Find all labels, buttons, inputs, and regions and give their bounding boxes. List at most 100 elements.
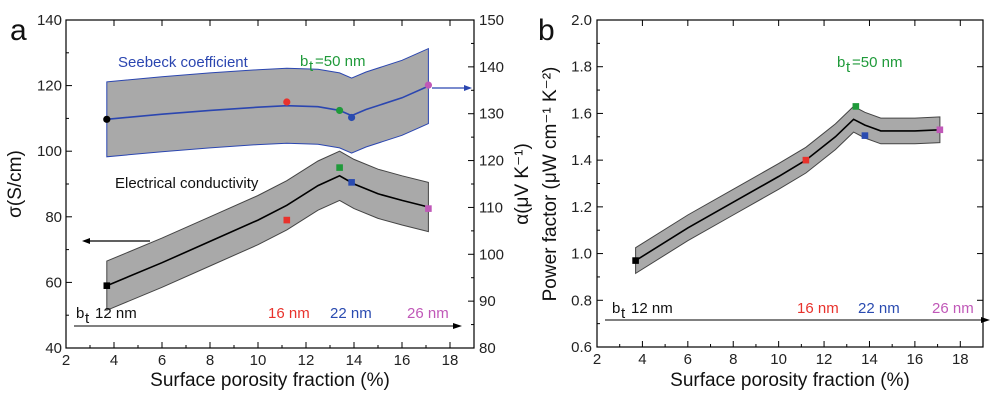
panel-b-band <box>635 105 941 275</box>
a-xtick-label-6: 14 <box>346 352 363 369</box>
thickness-labels-b: b t 12 nm 16 nm 22 nm 26 nm <box>612 300 974 322</box>
seebeck-point-4 <box>424 81 432 89</box>
seebeck-point-3 <box>348 113 356 122</box>
b-xtick-label-4: 10 <box>770 351 787 368</box>
thickness-labels-a: b t 12 nm 16 nm 22 nm 26 nm <box>76 305 449 327</box>
panel-b-curve <box>635 118 940 262</box>
b-xtick-label-5: 12 <box>816 351 833 368</box>
conductivity-label: Electrical conductivity <box>115 175 259 192</box>
thick-bt-sub-a: t <box>85 310 90 327</box>
thickness-arrowhead-b <box>981 317 990 323</box>
bt50-sub-b: t <box>846 59 851 76</box>
panel-a-y-right-ticks: 80 90 100 110 120 130 140 150 <box>468 12 504 357</box>
a-ytick-left-label-2: 80 <box>45 209 62 226</box>
b-xtick-label-3: 8 <box>729 351 737 368</box>
curve-conductivity <box>106 174 429 287</box>
thick-22-b: 22 nm <box>858 300 900 317</box>
panel-a-points <box>103 81 432 289</box>
b-ytick-label-3: 1.2 <box>571 199 592 216</box>
right-axis-arrowhead <box>464 85 472 91</box>
panel-a-bands <box>106 47 429 312</box>
b-ytick-label-4: 1.4 <box>571 152 592 169</box>
b-ytick-label-7: 2.0 <box>571 12 592 29</box>
b-xtick-label-6: 14 <box>861 351 878 368</box>
bt50-annotation-a: b t =50 nm <box>300 53 365 75</box>
conductivity-point-1 <box>283 216 291 224</box>
b-xtick-label-1: 4 <box>638 351 646 368</box>
b-ytick-label-6: 1.8 <box>571 59 592 76</box>
b-xtick-label-0: 2 <box>593 351 601 368</box>
thick-26-b: 26 nm <box>932 300 974 317</box>
bt50-b-a: b <box>300 53 308 70</box>
panel-a-y-right-label: α(μV K⁻¹) <box>512 143 533 225</box>
panel-b-y-label: Power factor (μW cm⁻¹ K⁻²) <box>540 67 561 302</box>
panel-a-x-ticks: 2 4 6 8 10 12 14 16 18 <box>62 20 459 369</box>
b-ytick-label-2: 1.0 <box>571 246 592 263</box>
a-ytick-right-label-3: 110 <box>479 199 503 216</box>
panel-a-y-left-ticks: 40 60 80 100 120 140 <box>37 12 72 357</box>
a-ytick-right-label-1: 90 <box>479 293 496 310</box>
panel-b-points <box>632 103 944 264</box>
a-ytick-left-label-1: 60 <box>45 274 62 291</box>
power-factor-point-1 <box>802 156 810 164</box>
a-xtick-label-2: 6 <box>158 352 166 369</box>
thick-12-a: 12 nm <box>95 305 137 322</box>
bt50-value-a: =50 nm <box>315 53 365 70</box>
bt50-annotation-b: b t =50 nm <box>837 54 902 76</box>
b-ytick-label-1: 0.8 <box>571 292 592 309</box>
b-xtick-label-2: 6 <box>684 351 692 368</box>
panel-b-y-ticks: 0.6 0.8 1.0 1.2 1.4 1.6 1.8 2.0 <box>571 12 983 356</box>
band-power-factor <box>635 105 941 275</box>
seebeck-label: Seebeck coefficient <box>118 54 249 71</box>
panel-b: b 2 4 6 8 10 12 14 16 18 0.6 0.8 1.0 1.2 1.4 1.6 1.8 2.… <box>538 12 990 391</box>
thick-12-b: 12 nm <box>631 300 673 317</box>
panel-a-y-left-label: σ(S/cm) <box>5 150 26 218</box>
panel-b-label: b <box>538 14 555 47</box>
bt50-value-b: =50 nm <box>852 54 902 71</box>
seebeck-point-0 <box>103 115 111 123</box>
conductivity-point-3 <box>348 179 355 186</box>
a-xtick-label-3: 8 <box>206 352 214 369</box>
a-xtick-label-8: 18 <box>442 352 459 369</box>
a-ytick-right-label-6: 140 <box>479 59 504 76</box>
conductivity-point-0 <box>103 282 111 289</box>
seebeck-point-1 <box>283 98 291 106</box>
panel-b-x-axis-label: Surface porosity fraction (%) <box>670 370 910 391</box>
a-xtick-label-5: 12 <box>298 352 315 369</box>
bt50-b-b: b <box>837 54 845 71</box>
panel-a-label: a <box>10 14 27 47</box>
a-ytick-right-label-0: 80 <box>479 340 496 357</box>
seebeck-point-2 <box>336 106 344 115</box>
conductivity-point-2 <box>336 164 343 171</box>
band-seebeck <box>106 47 429 158</box>
b-xtick-label-8: 18 <box>952 351 969 368</box>
b-ytick-label-5: 1.6 <box>571 105 592 122</box>
b-xtick-label-7: 16 <box>907 351 924 368</box>
a-ytick-left-label-5: 140 <box>37 12 62 29</box>
power-factor-point-4 <box>936 126 944 134</box>
thick-bt-a: b <box>76 305 84 322</box>
panel-a-x-axis-label: Surface porosity fraction (%) <box>150 370 390 391</box>
curve-seebeck <box>106 85 429 121</box>
thickness-arrowhead-a <box>453 323 462 329</box>
b-ytick-label-0: 0.6 <box>571 339 592 356</box>
power-factor-point-0 <box>632 257 639 264</box>
power-factor-point-2 <box>852 103 860 110</box>
a-xtick-label-0: 2 <box>62 352 70 369</box>
a-xtick-label-1: 4 <box>110 352 118 369</box>
conductivity-point-4 <box>425 205 432 212</box>
panel-a: a 2 4 6 8 10 12 14 16 18 40 60 80 100 120 140 80 90 100… <box>5 12 533 391</box>
panel-b-frame <box>596 19 984 348</box>
thick-22-a: 22 nm <box>330 305 372 322</box>
thick-bt-sub-b: t <box>621 305 626 322</box>
thick-26-a: 26 nm <box>407 305 449 322</box>
power-factor-point-3 <box>861 132 869 139</box>
a-ytick-right-label-4: 120 <box>479 153 504 170</box>
a-ytick-left-label-0: 40 <box>45 340 62 357</box>
panel-b-x-ticks: 2 4 6 8 10 12 14 16 18 <box>593 20 969 368</box>
a-ytick-left-label-3: 100 <box>37 143 62 160</box>
a-xtick-label-7: 16 <box>394 352 411 369</box>
thick-bt-b: b <box>612 300 620 317</box>
a-ytick-right-label-5: 130 <box>479 106 504 123</box>
